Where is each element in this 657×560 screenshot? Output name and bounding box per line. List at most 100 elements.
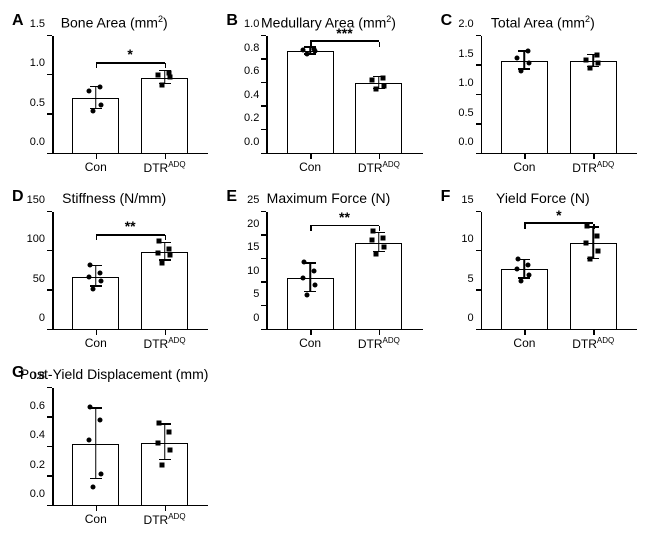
data-point	[519, 69, 524, 74]
bar	[570, 61, 617, 154]
data-point	[97, 85, 102, 90]
data-point	[87, 262, 92, 267]
data-point	[301, 276, 306, 281]
data-point	[305, 292, 310, 297]
plot-area: 0.00.20.40.60.81.0ConDTRADQ***	[266, 36, 422, 154]
data-point	[97, 270, 102, 275]
data-point	[596, 60, 601, 65]
data-point	[380, 76, 385, 81]
x-tick-label: Con	[85, 336, 107, 350]
x-tick-label: Con	[299, 336, 321, 350]
x-tick-label: Con	[513, 160, 535, 174]
data-point	[588, 66, 593, 71]
bar	[141, 78, 188, 154]
panel-B: BMedullary Area (mm2)0.00.20.40.60.81.0C…	[224, 10, 432, 180]
data-point	[86, 89, 91, 94]
y-tick-label: 1.5	[458, 48, 473, 60]
y-tick-label: 1.0	[244, 18, 259, 30]
y-tick-label: 2.0	[458, 18, 473, 30]
data-point	[159, 462, 164, 467]
data-point	[519, 279, 524, 284]
y-tick-label: 1.0	[30, 57, 45, 69]
x-tick-label: DTRADQ	[358, 336, 400, 351]
significance-label: **	[125, 218, 136, 234]
y-tick-label: 0.0	[458, 136, 473, 148]
y-tick-label: 50	[33, 273, 45, 285]
data-point	[305, 51, 310, 56]
bar	[355, 243, 402, 330]
y-tick-label: 0.5	[458, 107, 473, 119]
data-point	[584, 57, 589, 62]
bar	[355, 83, 402, 154]
data-point	[166, 70, 171, 75]
y-tick-label: 0.6	[30, 400, 45, 412]
data-point	[515, 56, 520, 61]
data-point	[313, 283, 318, 288]
data-point	[588, 257, 593, 262]
y-tick-label: 0.2	[30, 459, 45, 471]
data-point	[380, 235, 385, 240]
data-point	[167, 447, 172, 452]
y-tick-label: 0.0	[30, 136, 45, 148]
data-point	[302, 259, 307, 264]
x-tick-label: Con	[299, 160, 321, 174]
data-point	[515, 266, 520, 271]
y-tick-label: 25	[247, 194, 259, 206]
data-point	[595, 233, 600, 238]
y-tick-label: 0.5	[30, 97, 45, 109]
figure-grid: ABone Area (mm2)0.00.51.01.5ConDTRADQ*BM…	[10, 10, 647, 532]
y-tick-label: 0.0	[244, 136, 259, 148]
data-point	[373, 87, 378, 92]
y-tick-label: 20	[247, 218, 259, 230]
data-point	[166, 246, 171, 251]
y-tick-label: 150	[27, 194, 45, 206]
data-point	[155, 440, 160, 445]
data-point	[159, 261, 164, 266]
data-point	[373, 252, 378, 257]
plot-area: 0.00.51.01.52.0ConDTRADQ	[481, 36, 637, 154]
data-point	[312, 46, 317, 51]
data-point	[98, 279, 103, 284]
data-point	[87, 405, 92, 410]
data-point	[86, 274, 91, 279]
x-tick-label: Con	[513, 336, 535, 350]
y-tick-label: 0.6	[244, 65, 259, 77]
y-tick-label: 0.2	[244, 112, 259, 124]
data-point	[155, 73, 160, 78]
bar	[287, 51, 334, 154]
y-tick-label: 0	[39, 312, 45, 324]
panel-G: GPost-Yield Displacement (mm)0.00.20.40.…	[10, 362, 218, 532]
y-tick-label: 15	[247, 241, 259, 253]
significance-label: *	[556, 207, 561, 223]
data-point	[97, 418, 102, 423]
bar	[501, 61, 548, 154]
data-point	[527, 60, 532, 65]
y-tick-label: 10	[247, 265, 259, 277]
panel-E: EMaximum Force (N)0510152025ConDTRADQ**	[224, 186, 432, 356]
plot-area: 0.00.20.40.60.8ConDTRADQ	[52, 388, 208, 506]
y-tick-label: 0.8	[244, 42, 259, 54]
y-tick-label: 0.0	[30, 488, 45, 500]
data-point	[166, 430, 171, 435]
plot-area: 0.00.51.01.5ConDTRADQ*	[52, 36, 208, 154]
y-tick-label: 1.0	[458, 77, 473, 89]
x-tick-label: DTRADQ	[572, 160, 614, 175]
data-point	[585, 224, 590, 229]
data-point	[90, 108, 95, 113]
y-tick-label: 1.5	[30, 18, 45, 30]
data-point	[527, 272, 532, 277]
data-point	[369, 77, 374, 82]
data-point	[90, 484, 95, 489]
y-tick-label: 5	[468, 273, 474, 285]
data-point	[370, 228, 375, 233]
x-tick-label: Con	[85, 160, 107, 174]
y-tick-label: 0.8	[30, 370, 45, 382]
data-point	[155, 250, 160, 255]
data-point	[584, 241, 589, 246]
x-tick-label: DTRADQ	[358, 160, 400, 175]
y-tick-label: 5	[253, 288, 259, 300]
data-point	[167, 253, 172, 258]
y-tick-label: 0	[253, 312, 259, 324]
data-point	[159, 82, 164, 87]
x-tick-label: Con	[85, 512, 107, 526]
